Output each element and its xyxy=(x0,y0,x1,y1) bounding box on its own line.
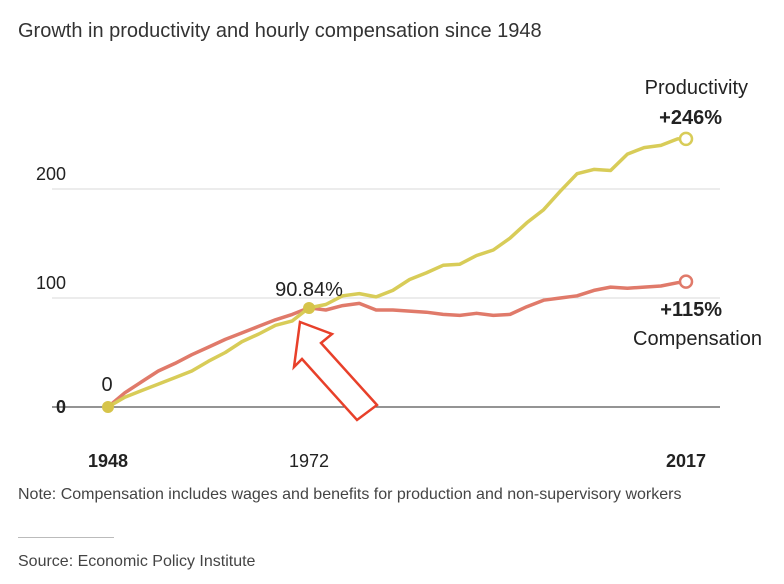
compensation-change-label: +115% xyxy=(660,299,722,321)
productivity-series-label: Productivity xyxy=(645,77,748,99)
compensation-series-label: Compensation xyxy=(633,328,762,350)
annotation-arrow xyxy=(292,320,379,422)
y-tick-label: 100 xyxy=(36,273,66,293)
x-tick-label: 2017 xyxy=(666,451,706,471)
end-marker-productivity xyxy=(678,131,694,147)
y-tick-label: 0 xyxy=(56,397,66,417)
series-line-productivity xyxy=(106,137,688,409)
x-tick-label: 1948 xyxy=(88,451,128,471)
productivity-change-label: +246% xyxy=(659,107,722,129)
chart-source: Source: Economic Policy Institute xyxy=(18,553,256,570)
point-1972-marker xyxy=(303,301,316,314)
chart-note: Note: Compensation includes wages and be… xyxy=(18,486,682,503)
series-line-compensation xyxy=(106,279,688,409)
y-tick-label: 200 xyxy=(36,164,66,184)
x-tick-label: 1972 xyxy=(289,451,329,471)
chart-title: Growth in productivity and hourly compen… xyxy=(18,20,542,42)
end-marker-compensation xyxy=(678,274,694,289)
start-point-marker xyxy=(102,401,114,413)
divider xyxy=(18,537,114,538)
value-1972-label: 90.84% xyxy=(275,279,343,301)
start-value-label: 0 xyxy=(101,374,112,396)
line-chart: 0 100 200 1948 1972 2017 0 90.84% Productivity… xyxy=(36,77,762,471)
